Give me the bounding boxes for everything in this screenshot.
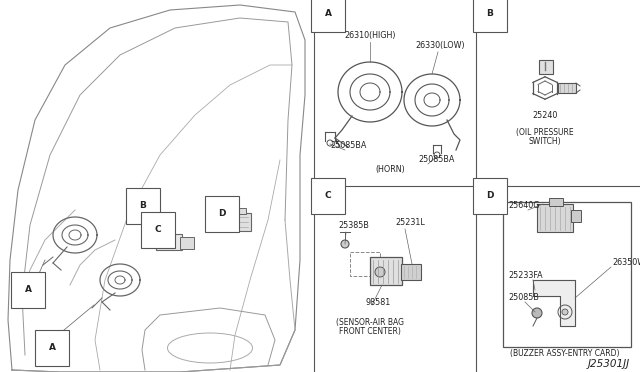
Text: (BUZZER ASSY-ENTRY CARD): (BUZZER ASSY-ENTRY CARD) <box>510 349 620 358</box>
Circle shape <box>532 308 542 318</box>
Bar <box>549 198 563 206</box>
Bar <box>401 264 421 280</box>
Text: (SENSOR-AIR BAG: (SENSOR-AIR BAG <box>336 318 404 327</box>
Text: 26330(LOW): 26330(LOW) <box>415 41 465 50</box>
Text: B: B <box>486 10 493 19</box>
Bar <box>233 213 251 231</box>
Text: 98581: 98581 <box>365 298 390 307</box>
Bar <box>539 60 553 74</box>
Bar <box>537 204 573 232</box>
Text: 25085BA: 25085BA <box>330 141 366 150</box>
Text: (OIL PRESSURE: (OIL PRESSURE <box>516 128 574 137</box>
Text: 26310(HIGH): 26310(HIGH) <box>344 31 396 40</box>
Text: C: C <box>155 225 161 234</box>
Bar <box>571 210 581 222</box>
Text: 25085B: 25085B <box>508 293 539 302</box>
Bar <box>156 234 182 250</box>
Text: A: A <box>324 10 332 19</box>
Text: J25301JJ: J25301JJ <box>588 359 630 369</box>
Bar <box>236 208 246 214</box>
Text: (HORN): (HORN) <box>375 165 405 174</box>
Bar <box>370 257 402 285</box>
Text: D: D <box>486 192 493 201</box>
Text: 25640G: 25640G <box>508 201 540 210</box>
Text: C: C <box>324 192 332 201</box>
Bar <box>558 83 576 93</box>
Text: 25231L: 25231L <box>395 218 425 227</box>
Text: FRONT CENTER): FRONT CENTER) <box>339 327 401 336</box>
Polygon shape <box>533 280 575 326</box>
Text: 25240: 25240 <box>532 111 557 120</box>
Text: A: A <box>24 285 31 295</box>
Bar <box>503 202 631 347</box>
Bar <box>350 252 380 276</box>
Circle shape <box>375 267 385 277</box>
Text: A: A <box>49 343 56 353</box>
Text: 25233FA: 25233FA <box>508 271 543 280</box>
Text: 25385B: 25385B <box>338 221 369 230</box>
Circle shape <box>562 309 568 315</box>
Text: B: B <box>140 202 147 211</box>
Bar <box>180 237 194 249</box>
Text: 25085BA: 25085BA <box>418 155 454 164</box>
Text: SWITCH): SWITCH) <box>529 137 561 146</box>
Text: 26350W: 26350W <box>612 258 640 267</box>
Text: D: D <box>218 209 226 218</box>
Circle shape <box>341 240 349 248</box>
